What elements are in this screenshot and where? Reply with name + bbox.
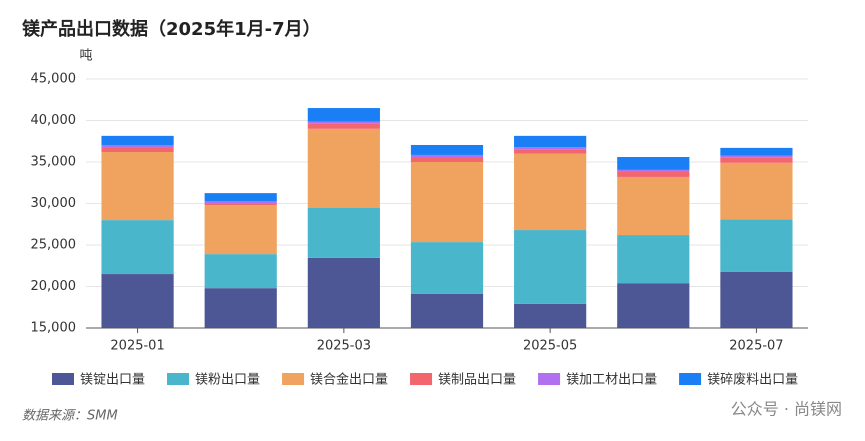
bar-segment bbox=[307, 123, 380, 129]
bar-segment bbox=[204, 288, 277, 328]
x-tick-label: 2025-01 bbox=[110, 339, 164, 354]
bar-segment bbox=[101, 147, 174, 153]
bar-segment bbox=[204, 201, 277, 204]
legend-swatch bbox=[410, 373, 433, 385]
bar-segment bbox=[720, 155, 793, 158]
bar-segment bbox=[101, 220, 174, 275]
legend-swatch bbox=[282, 373, 305, 385]
bar-segment bbox=[617, 171, 690, 177]
y-tick-label: 15,000 bbox=[31, 321, 77, 336]
legend-label: 镁加工材出口量 bbox=[566, 373, 657, 388]
legend-swatch bbox=[679, 373, 702, 385]
bar-segment bbox=[307, 128, 380, 208]
x-tick-label: 2025-03 bbox=[317, 339, 371, 354]
bar-segment bbox=[514, 149, 587, 154]
y-tick-label: 40,000 bbox=[31, 113, 77, 128]
legend-label: 镁碎废料出口量 bbox=[707, 372, 798, 388]
bar-segment bbox=[410, 157, 484, 162]
legend-label: 镁锭出口量 bbox=[80, 373, 145, 388]
y-tick-label: 35,000 bbox=[31, 155, 77, 170]
bar-segment bbox=[720, 162, 793, 220]
bar-segment bbox=[514, 135, 587, 148]
chart-title: 镁产品出口数据（2025年1月-7月） bbox=[22, 18, 321, 40]
bar-segment bbox=[101, 274, 174, 328]
bar-segment bbox=[307, 257, 380, 328]
y-tick-label: 25,000 bbox=[31, 238, 77, 253]
bar-segment bbox=[204, 254, 277, 289]
legend-swatch bbox=[538, 373, 561, 385]
legend-swatch bbox=[167, 373, 190, 385]
bar-segment bbox=[514, 147, 587, 150]
bar-segment bbox=[204, 205, 277, 255]
bar-segment bbox=[720, 219, 793, 272]
bar-segment bbox=[720, 271, 793, 328]
bar-segment bbox=[617, 235, 690, 284]
y-axis-label: 吨 bbox=[79, 49, 92, 64]
bar-segment bbox=[410, 144, 484, 155]
legend-label: 镁合金出口量 bbox=[310, 372, 388, 388]
bar-segment bbox=[514, 303, 587, 328]
bar-segment bbox=[204, 203, 277, 206]
bar-segment bbox=[307, 108, 380, 122]
bar-segment bbox=[101, 144, 174, 148]
bar-segment bbox=[204, 193, 277, 202]
bar-segment bbox=[410, 162, 484, 243]
bar-segment bbox=[514, 230, 587, 304]
source-note: 数据来源：SMM bbox=[22, 409, 118, 424]
x-tick-label: 2025-07 bbox=[729, 339, 783, 354]
x-tick-label: 2025-05 bbox=[523, 339, 577, 354]
bar-segment bbox=[617, 169, 690, 172]
legend-swatch bbox=[52, 373, 74, 385]
bar-segment bbox=[514, 153, 587, 231]
legend-label: 镁制品出口量 bbox=[438, 373, 516, 388]
watermark: 公众号 · 尚镁网 bbox=[731, 400, 842, 419]
y-tick-label: 30,000 bbox=[31, 196, 77, 211]
bar-segment bbox=[307, 121, 380, 124]
y-tick-label: 45,000 bbox=[31, 72, 77, 87]
bar-segment bbox=[101, 135, 174, 145]
bar-segment bbox=[720, 157, 793, 163]
bar-segment bbox=[410, 293, 484, 328]
bar-segment bbox=[617, 176, 690, 236]
bar-segment bbox=[720, 147, 793, 156]
bar-segment bbox=[617, 157, 690, 170]
bar-segment bbox=[410, 242, 484, 294]
bar-segment bbox=[101, 152, 174, 221]
bar-segment bbox=[617, 283, 690, 328]
y-tick-label: 20,000 bbox=[31, 279, 77, 294]
bar-segment bbox=[410, 154, 484, 158]
bar-segment bbox=[307, 207, 380, 258]
legend-label: 镁粉出口量 bbox=[195, 373, 260, 388]
